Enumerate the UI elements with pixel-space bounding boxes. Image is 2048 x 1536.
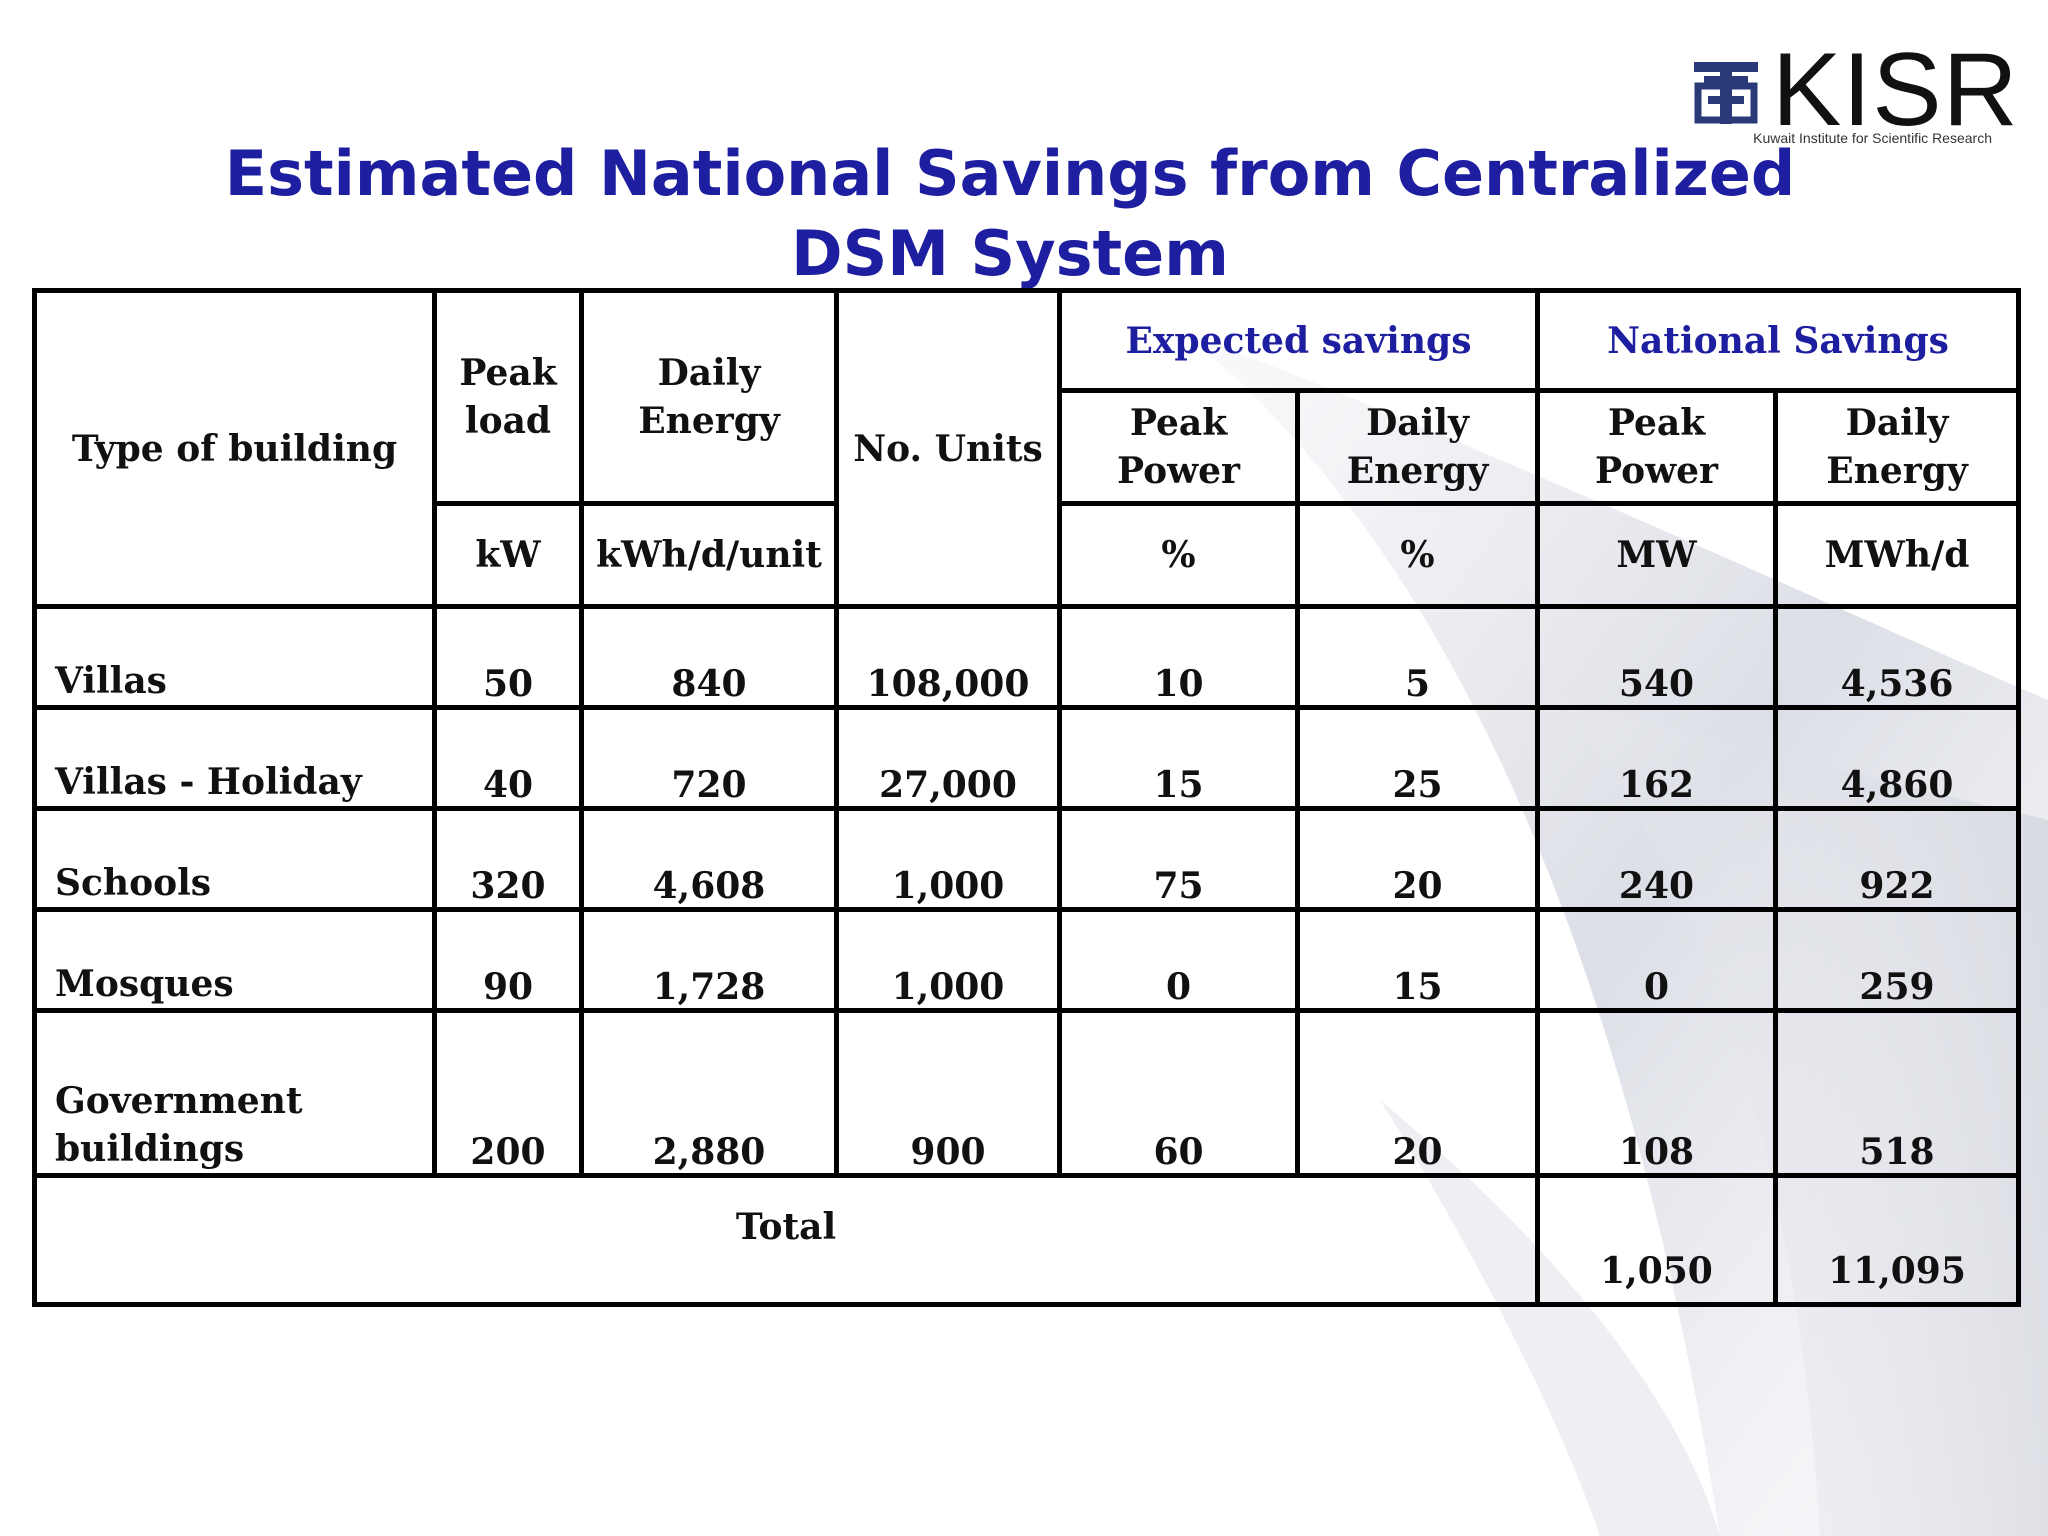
cell-ns-daily: 4,860	[1772, 705, 2022, 811]
cell-type-line2: buildings	[55, 1128, 245, 1170]
logo-subtitle: Kuwait Institute for Scientific Research	[1753, 130, 1992, 146]
cell-peak-load: 90	[432, 907, 584, 1013]
cell-ns-daily: 922	[1772, 806, 2022, 912]
header-expected-savings: Expected savings	[1057, 288, 1540, 393]
header-peak-load-line2: load	[464, 400, 552, 442]
header-ns-peak-power: Peak Power	[1535, 388, 1778, 506]
header-daily-energy-line1: Daily	[657, 352, 761, 394]
cell-type: Schools	[32, 806, 437, 912]
header-es-daily-energy: Daily Energy	[1295, 388, 1540, 506]
header-peak-load-line1: Peak	[459, 352, 557, 394]
cell-units: 27,000	[834, 705, 1062, 811]
total-ns-peak: 1,050	[1535, 1173, 1778, 1307]
total-ns-daily: 11,095	[1772, 1173, 2022, 1307]
cell-units: 1,000	[834, 907, 1062, 1013]
header-daily-energy: Daily Energy	[579, 288, 839, 506]
cell-type: Mosques	[32, 907, 437, 1013]
total-label: Total	[32, 1173, 1540, 1307]
header-ns-peak-line1: Peak	[1607, 402, 1706, 444]
cell-type-line1: Government	[55, 1080, 303, 1122]
header-ns-daily-line2: Energy	[1826, 450, 1968, 492]
table-row: Villas - Holiday 40 720 27,000 15 25 162…	[32, 705, 2022, 811]
cell-peak-load: 320	[432, 806, 584, 912]
cell-ns-peak: 0	[1535, 907, 1778, 1013]
header-peak-load: Peak load	[432, 288, 584, 506]
cell-ns-daily: 518	[1772, 1008, 2022, 1178]
cell-type: Government buildings	[32, 1008, 437, 1178]
cell-ns-peak: 162	[1535, 705, 1778, 811]
cell-es-daily: 20	[1295, 806, 1540, 912]
unit-ns-daily: MWh/d	[1772, 501, 2022, 609]
cell-es-peak: 10	[1057, 604, 1300, 710]
kisr-emblem-icon	[1694, 62, 1758, 124]
unit-es-daily: %	[1295, 501, 1540, 609]
slide-title: Estimated National Savings from Centrali…	[224, 137, 1796, 290]
cell-ns-daily: 259	[1772, 907, 2022, 1013]
cell-es-peak: 15	[1057, 705, 1300, 811]
cell-daily-energy: 4,608	[579, 806, 839, 912]
header-daily-energy-line2: Energy	[638, 400, 780, 442]
cell-daily-energy: 1,728	[579, 907, 839, 1013]
header-es-peak-power: Peak Power	[1057, 388, 1300, 506]
total-row: Total 1,050 11,095	[32, 1173, 2022, 1307]
unit-es-peak: %	[1057, 501, 1300, 609]
units-row: kW kWh/d/unit % % MW MWh/d	[35, 501, 2022, 609]
header-ns-daily-energy: Daily Energy	[1772, 388, 2022, 506]
subheader-row: Peak Power Daily Energy Peak Power Daily…	[35, 388, 2022, 506]
cell-ns-peak: 240	[1535, 806, 1778, 912]
savings-table: Type of building Peak load Daily Energy …	[32, 288, 2022, 1307]
cell-ns-daily: 4,536	[1772, 604, 2022, 710]
cell-es-daily: 25	[1295, 705, 1540, 811]
cell-daily-energy: 2,880	[579, 1008, 839, 1178]
header-es-daily-line2: Energy	[1346, 450, 1489, 492]
cell-units: 900	[834, 1008, 1062, 1178]
cell-type: Villas - Holiday	[32, 705, 437, 811]
unit-daily-energy: kWh/d/unit	[579, 501, 839, 609]
cell-daily-energy: 720	[579, 705, 839, 811]
logo-wordmark: KISR	[1772, 32, 2019, 148]
cell-es-daily: 20	[1295, 1008, 1540, 1178]
header-es-daily-line1: Daily	[1366, 402, 1469, 444]
header-es-peak-line2: Power	[1117, 450, 1240, 492]
cell-es-peak: 75	[1057, 806, 1300, 912]
cell-units: 1,000	[834, 806, 1062, 912]
table-row: Mosques 90 1,728 1,000 0 15 0 259	[32, 907, 2022, 1013]
header-type-of-building: Type of building	[32, 288, 437, 609]
table-row: Villas 50 840 108,000 10 5 540 4,536	[32, 604, 2022, 710]
header-ns-daily-line1: Daily	[1845, 402, 1949, 444]
cell-ns-peak: 540	[1535, 604, 1778, 710]
cell-peak-load: 40	[432, 705, 584, 811]
cell-es-peak: 0	[1057, 907, 1300, 1013]
table-row: Schools 320 4,608 1,000 75 20 240 922	[32, 806, 2022, 912]
unit-ns-peak: MW	[1535, 501, 1778, 609]
header-ns-peak-line2: Power	[1595, 450, 1718, 492]
cell-ns-peak: 108	[1535, 1008, 1778, 1178]
header-national-savings: National Savings	[1534, 288, 2022, 393]
header-no-units: No. Units	[834, 288, 1062, 609]
cell-es-daily: 15	[1295, 907, 1540, 1013]
cell-es-daily: 5	[1295, 604, 1540, 710]
kisr-logo: KISR Kuwait Institute for Scientific Res…	[1690, 38, 2018, 158]
header-row: Type of building Peak load Daily Energy …	[32, 288, 2022, 609]
cell-es-peak: 60	[1057, 1008, 1300, 1178]
cell-units: 108,000	[834, 604, 1062, 710]
cell-daily-energy: 840	[579, 604, 839, 710]
unit-peak-load: kW	[432, 501, 584, 609]
cell-peak-load: 50	[432, 604, 584, 710]
cell-peak-load: 200	[432, 1008, 584, 1178]
cell-type: Villas	[32, 604, 437, 710]
table-row: Government buildings 200 2,880 900 60 20…	[32, 1008, 2022, 1178]
header-es-peak-line1: Peak	[1129, 402, 1228, 444]
